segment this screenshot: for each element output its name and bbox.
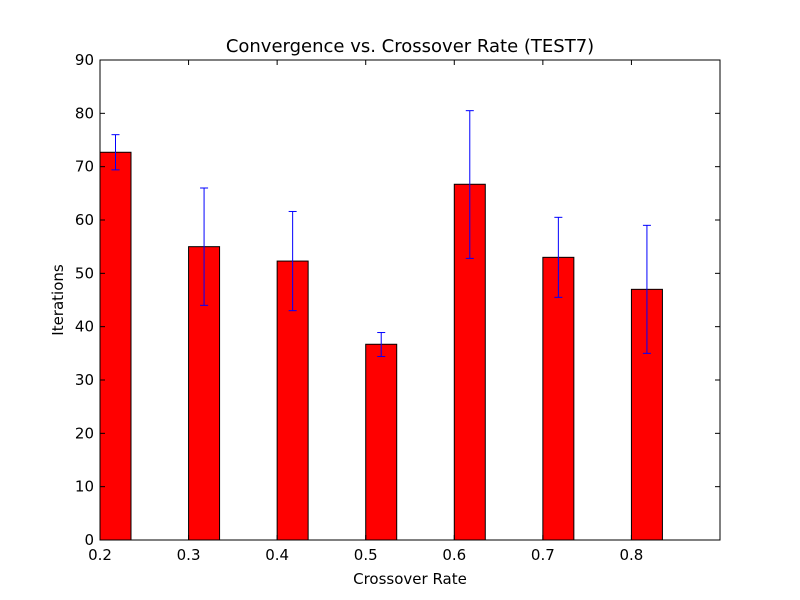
y-tick-label-9: 90 [75, 51, 94, 69]
plot-area: 0.2 0.3 0.4 0.5 0.6 0.7 0.8 0 10 20 30 40 50 60 70 80 90 [75, 51, 721, 564]
bar-3 [365, 343, 398, 541]
y-tick-label-8: 80 [75, 104, 94, 122]
y-axis-label: Iterations [49, 264, 67, 336]
error-bar-1 [200, 187, 209, 306]
x-tick-label-2: 0.4 [265, 546, 289, 564]
error-bar-6 [642, 224, 651, 354]
bar-5 [542, 256, 575, 541]
y-tick-label-2: 20 [75, 424, 94, 442]
x-tick-label-6: 0.8 [619, 546, 643, 564]
error-bar-2 [288, 210, 297, 312]
y-tick-label-5: 50 [75, 264, 94, 282]
x-tick-label-4: 0.6 [442, 546, 466, 564]
x-tick-label-0: 0.2 [88, 546, 112, 564]
bar-6 [630, 288, 663, 541]
x-tick-label-1: 0.3 [177, 546, 201, 564]
bar-0 [99, 151, 132, 541]
error-bar-4 [465, 110, 474, 259]
x-tick-label-3: 0.5 [354, 546, 378, 564]
error-bar-0 [111, 134, 120, 171]
y-tick-label-7: 70 [75, 158, 94, 176]
error-bar-5 [554, 216, 563, 298]
chart-title: Convergence vs. Crossover Rate (TEST7) [226, 36, 594, 57]
error-bar-3 [377, 332, 386, 358]
x-axis-label: Crossover Rate [353, 570, 467, 588]
x-tick-label-5: 0.7 [531, 546, 555, 564]
y-tick-label-1: 10 [75, 478, 94, 496]
y-tick-label-0: 0 [84, 531, 94, 549]
axes-frame [99, 59, 721, 541]
y-tick-label-6: 60 [75, 211, 94, 229]
y-tick-label-4: 40 [75, 318, 94, 336]
y-tick-label-3: 30 [75, 371, 94, 389]
